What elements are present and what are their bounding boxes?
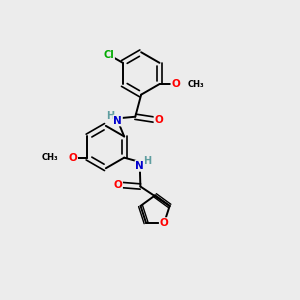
Text: Cl: Cl (103, 50, 114, 60)
Text: O: O (154, 115, 163, 125)
Text: H: H (143, 156, 151, 166)
Text: H: H (106, 111, 115, 121)
Text: CH₃: CH₃ (42, 153, 58, 162)
Text: O: O (68, 153, 77, 163)
Text: CH₃: CH₃ (188, 80, 205, 88)
Text: N: N (135, 161, 144, 171)
Text: N: N (113, 116, 122, 126)
Text: O: O (171, 79, 180, 89)
Text: O: O (113, 180, 122, 190)
Text: O: O (160, 218, 169, 228)
